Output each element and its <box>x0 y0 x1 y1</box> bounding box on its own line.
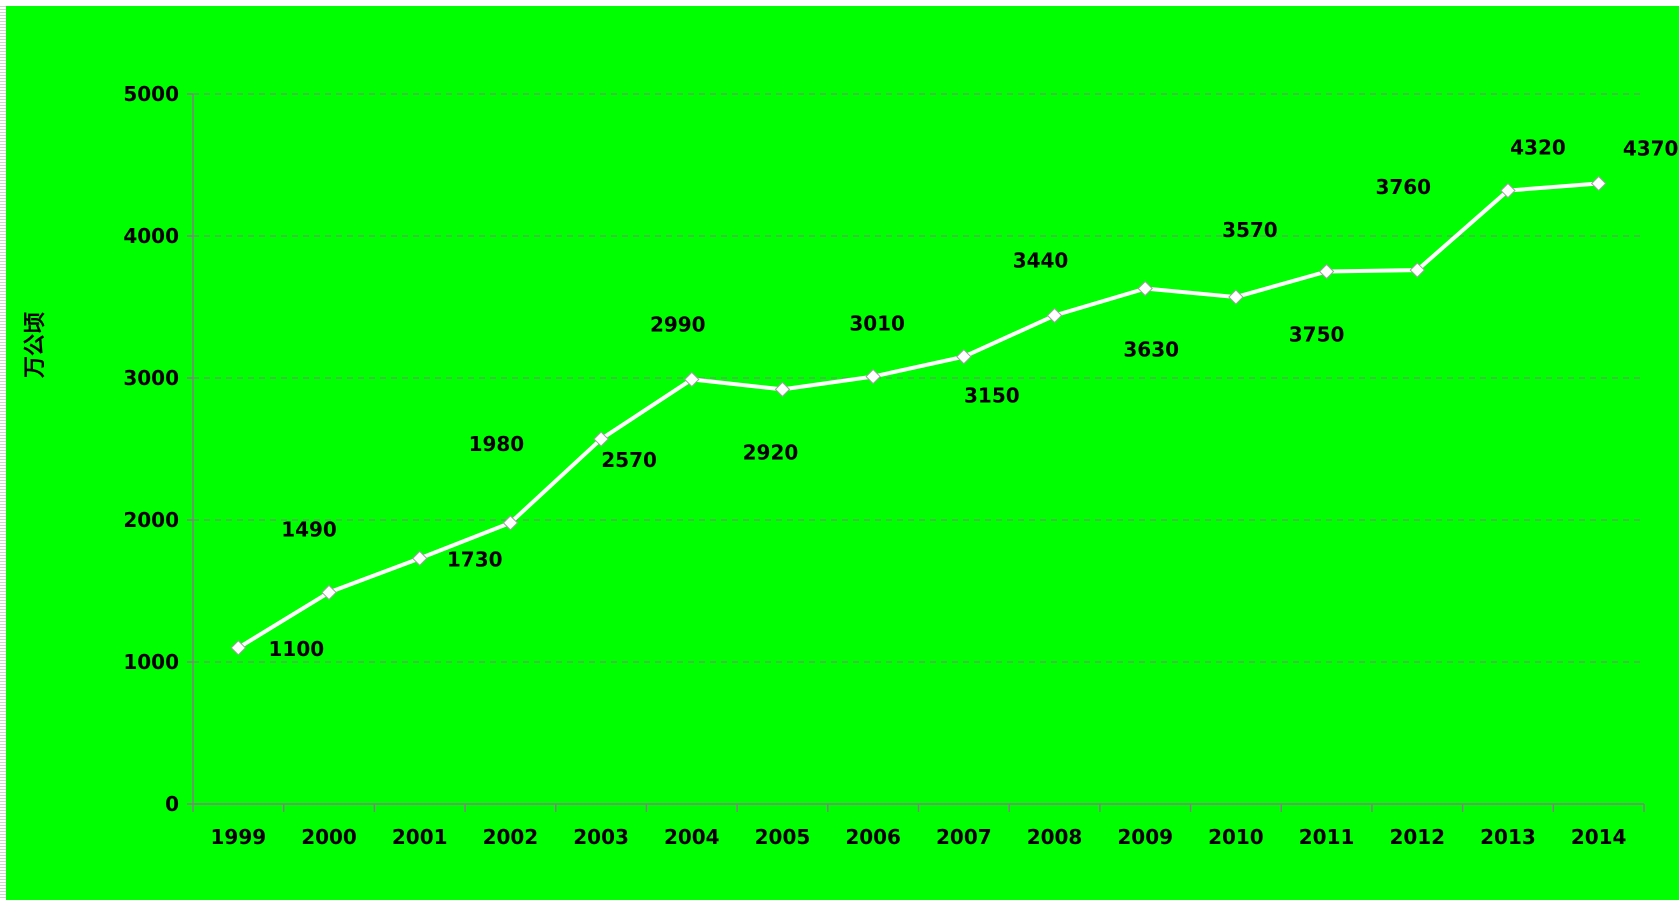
data-label: 2990 <box>650 312 706 336</box>
data-point-marker <box>321 584 337 601</box>
x-tick-label: 2002 <box>483 825 539 849</box>
data-point-marker <box>1228 289 1244 305</box>
data-label: 3150 <box>964 384 1020 408</box>
data-label: 1730 <box>447 547 503 571</box>
y-tick-label: 1000 <box>123 650 179 674</box>
x-tick-label: 2004 <box>664 825 720 849</box>
x-tick-label: 2012 <box>1389 825 1445 849</box>
data-point-marker <box>774 381 791 398</box>
data-point-marker <box>956 348 972 365</box>
data-point-marker <box>1590 175 1607 192</box>
data-label: 2920 <box>743 440 799 464</box>
x-tick-label: 2010 <box>1208 825 1264 849</box>
data-point-marker <box>502 515 519 531</box>
data-point-marker <box>1137 280 1153 297</box>
data-labels: 1100 1490 1730 1980 2570 2990 2920 3010 3150 3440… <box>269 136 1679 661</box>
data-label: 2570 <box>601 448 657 472</box>
left-edge-strip <box>0 6 6 900</box>
data-point-marker <box>684 371 700 388</box>
data-label: 3010 <box>849 312 905 336</box>
x-tick-label: 2003 <box>573 825 629 849</box>
y-tick-label: 3000 <box>123 366 179 390</box>
x-tick-label: 1999 <box>211 825 267 849</box>
data-label: 3440 <box>1013 249 1069 273</box>
x-tick-label: 2005 <box>755 825 811 849</box>
data-label: 3630 <box>1123 338 1179 362</box>
data-label: 4370 <box>1623 136 1679 160</box>
chart-area <box>6 6 1679 900</box>
series-line-path <box>237 181 1599 650</box>
data-point-marker <box>412 550 428 567</box>
data-label: 1490 <box>281 517 337 541</box>
data-label: 1100 <box>269 637 325 661</box>
x-tick-label: 2013 <box>1480 825 1536 849</box>
x-tick-label: 2006 <box>845 825 901 849</box>
data-label: 3750 <box>1289 323 1345 347</box>
data-label: 3760 <box>1375 175 1431 199</box>
x-tick-label: 2009 <box>1117 825 1173 849</box>
axes: 0 1000 2000 3000 4000 5000 1999 2000 2001 2002 200… <box>123 82 1645 849</box>
x-tick-label: 2014 <box>1571 825 1627 849</box>
y-tick-label: 4000 <box>123 224 179 248</box>
y-tick-label: 2000 <box>123 508 179 532</box>
data-label: 3570 <box>1222 218 1278 242</box>
data-point-marker <box>1409 262 1425 278</box>
series-line <box>237 181 1599 650</box>
x-tick-label: 2011 <box>1299 825 1355 849</box>
y-axis-title: 万公顷 <box>23 312 48 379</box>
data-point-marker <box>230 640 247 656</box>
x-tick-label: 2008 <box>1027 825 1083 849</box>
data-point-marker <box>1046 307 1063 324</box>
series-markers <box>230 175 1607 656</box>
data-label: 1980 <box>469 432 525 456</box>
y-tick-label: 5000 <box>123 82 179 106</box>
data-point-marker <box>593 431 609 447</box>
x-tick-label: 2007 <box>936 825 992 849</box>
y-tick-label: 0 <box>165 792 179 816</box>
data-point-marker <box>1318 263 1335 280</box>
data-point-marker <box>1500 182 1516 199</box>
x-tick-label: 2001 <box>392 825 448 849</box>
x-tick-label: 2000 <box>301 825 357 849</box>
data-label: 4320 <box>1510 136 1566 160</box>
data-point-marker <box>865 368 881 385</box>
